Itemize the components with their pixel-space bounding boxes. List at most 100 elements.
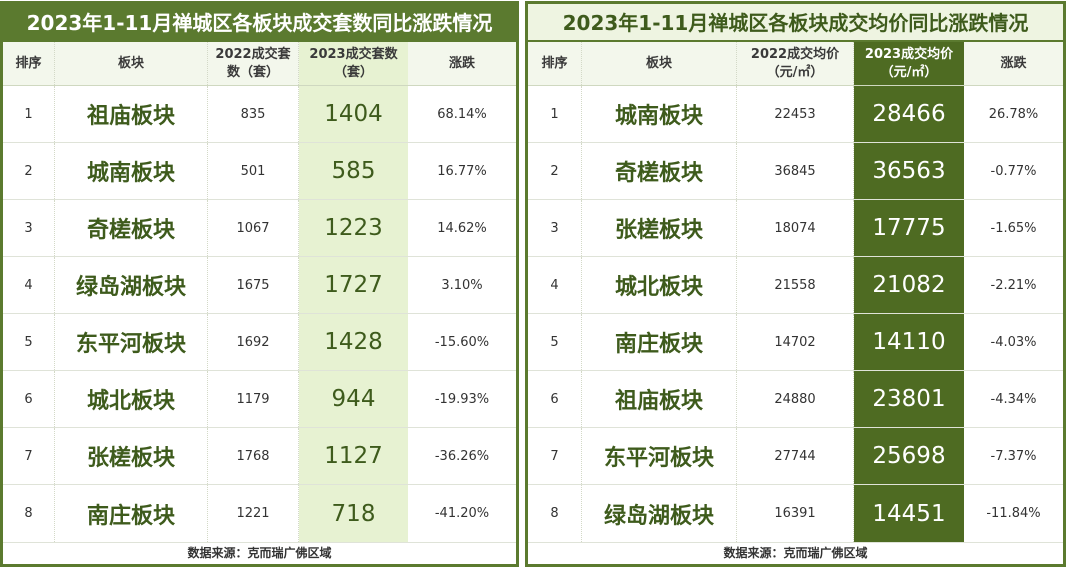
rank-cell: 8 <box>3 485 55 542</box>
header-2023: 2023成交套数（套） <box>299 42 408 85</box>
value-2022-cell: 27744 <box>737 428 854 484</box>
table-row: 8 南庄板块 1221 718 -41.20% <box>3 485 516 542</box>
value-2023-cell: 36563 <box>854 143 964 199</box>
change-cell: -1.65% <box>990 220 1037 236</box>
value-2023-cell: 1223 <box>299 200 408 256</box>
change-cell: 14.62% <box>437 220 487 236</box>
value-2023-cell: 14451 <box>854 485 964 542</box>
header-2022: 2022成交套数（套） <box>208 42 299 85</box>
table-row: 5 南庄板块 14702 14110 -4.03% <box>528 314 1063 371</box>
block-name-cell: 绿岛湖板块 <box>55 257 208 313</box>
rank-cell: 1 <box>3 86 55 142</box>
header-change: 涨跌 <box>448 55 475 71</box>
change-cell: -15.60% <box>434 334 490 350</box>
block-name-cell: 祖庙板块 <box>582 371 737 427</box>
value-2022-cell: 16391 <box>737 485 854 542</box>
block-name-cell: 城南板块 <box>55 143 208 199</box>
value-2023-cell: 14110 <box>854 314 964 370</box>
block-name-cell: 城南板块 <box>582 86 737 142</box>
block-name-cell: 东平河板块 <box>582 428 737 484</box>
value-2022-cell: 22453 <box>737 86 854 142</box>
value-2022-cell: 21558 <box>737 257 854 313</box>
price-table-title: 2023年1-11月禅城区各板块成交均价同比涨跌情况 <box>528 4 1063 42</box>
change-cell: 26.78% <box>988 106 1039 122</box>
header-block: 板块 <box>55 42 208 85</box>
value-2023-cell: 28466 <box>854 86 964 142</box>
value-2023-cell: 25698 <box>854 428 964 484</box>
block-name-cell: 奇槎板块 <box>582 143 737 199</box>
block-name-cell: 奇槎板块 <box>55 200 208 256</box>
value-2022-cell: 24880 <box>737 371 854 427</box>
header-rank: 排序 <box>3 42 55 85</box>
rank-cell: 4 <box>3 257 55 313</box>
value-2023-cell: 1727 <box>299 257 408 313</box>
data-source-note: 数据来源：克而瑞广佛区域 <box>528 542 1063 564</box>
value-2022-cell: 835 <box>208 86 299 142</box>
change-cell: -7.37% <box>990 448 1037 464</box>
header-2022: 2022成交均价（元/㎡） <box>737 42 854 85</box>
rank-cell: 2 <box>3 143 55 199</box>
change-cell: 68.14% <box>437 106 487 122</box>
rank-cell: 6 <box>528 371 582 427</box>
block-name-cell: 南庄板块 <box>55 485 208 542</box>
change-cell: 3.10% <box>441 277 483 293</box>
rank-cell: 3 <box>528 200 582 256</box>
value-2023-cell: 1404 <box>299 86 408 142</box>
change-cell: 16.77% <box>437 163 487 179</box>
change-cell: -4.03% <box>990 334 1037 350</box>
block-name-cell: 张槎板块 <box>582 200 737 256</box>
change-cell: -0.77% <box>990 163 1037 179</box>
change-cell: -11.84% <box>986 506 1041 521</box>
block-name-cell: 绿岛湖板块 <box>582 485 737 542</box>
change-cell: -2.21% <box>990 277 1037 293</box>
value-2023-cell: 1127 <box>299 428 408 484</box>
table-row: 4 绿岛湖板块 1675 1727 3.10% <box>3 257 516 314</box>
header-2023: 2023成交均价（元/㎡） <box>854 42 964 85</box>
value-2022-cell: 18074 <box>737 200 854 256</box>
block-name-cell: 城北板块 <box>55 371 208 427</box>
table-row: 7 东平河板块 27744 25698 -7.37% <box>528 428 1063 485</box>
table-row: 1 祖庙板块 835 1404 68.14% <box>3 86 516 143</box>
value-2023-cell: 1428 <box>299 314 408 370</box>
header-block: 板块 <box>582 42 737 85</box>
header-change: 涨跌 <box>1000 55 1027 71</box>
rank-cell: 8 <box>528 485 582 542</box>
header-rank: 排序 <box>528 42 582 85</box>
rank-cell: 7 <box>528 428 582 484</box>
value-2022-cell: 14702 <box>737 314 854 370</box>
value-2023-cell: 585 <box>299 143 408 199</box>
block-name-cell: 东平河板块 <box>55 314 208 370</box>
value-2023-cell: 718 <box>299 485 408 542</box>
rank-cell: 5 <box>3 314 55 370</box>
rank-cell: 4 <box>528 257 582 313</box>
change-cell: -19.93% <box>434 391 490 407</box>
rank-cell: 7 <box>3 428 55 484</box>
table-row: 5 东平河板块 1692 1428 -15.60% <box>3 314 516 371</box>
table-row: 4 城北板块 21558 21082 -2.21% <box>528 257 1063 314</box>
block-name-cell: 张槎板块 <box>55 428 208 484</box>
change-cell: -36.26% <box>434 448 490 464</box>
data-source-note: 数据来源：克而瑞广佛区域 <box>3 542 516 564</box>
table-row: 6 祖庙板块 24880 23801 -4.34% <box>528 371 1063 428</box>
value-2022-cell: 1675 <box>208 257 299 313</box>
change-cell: -4.34% <box>990 391 1037 407</box>
table-row: 2 奇槎板块 36845 36563 -0.77% <box>528 143 1063 200</box>
value-2022-cell: 1067 <box>208 200 299 256</box>
value-2022-cell: 1221 <box>208 485 299 542</box>
block-name-cell: 祖庙板块 <box>55 86 208 142</box>
units-table-title: 2023年1-11月禅城区各板块成交套数同比涨跌情况 <box>3 4 516 42</box>
rank-cell: 6 <box>3 371 55 427</box>
table-row: 7 张槎板块 1768 1127 -36.26% <box>3 428 516 485</box>
rank-cell: 3 <box>3 200 55 256</box>
value-2022-cell: 1179 <box>208 371 299 427</box>
rank-cell: 2 <box>528 143 582 199</box>
rank-cell: 5 <box>528 314 582 370</box>
value-2022-cell: 1768 <box>208 428 299 484</box>
table-row: 2 城南板块 501 585 16.77% <box>3 143 516 200</box>
value-2022-cell: 501 <box>208 143 299 199</box>
value-2022-cell: 1692 <box>208 314 299 370</box>
units-table-panel: 2023年1-11月禅城区各板块成交套数同比涨跌情况 排序 板块 2022成交套… <box>0 1 519 567</box>
table-row: 3 张槎板块 18074 17775 -1.65% <box>528 200 1063 257</box>
price-table-panel: 2023年1-11月禅城区各板块成交均价同比涨跌情况 排序 板块 2022成交均… <box>525 1 1066 567</box>
value-2022-cell: 36845 <box>737 143 854 199</box>
